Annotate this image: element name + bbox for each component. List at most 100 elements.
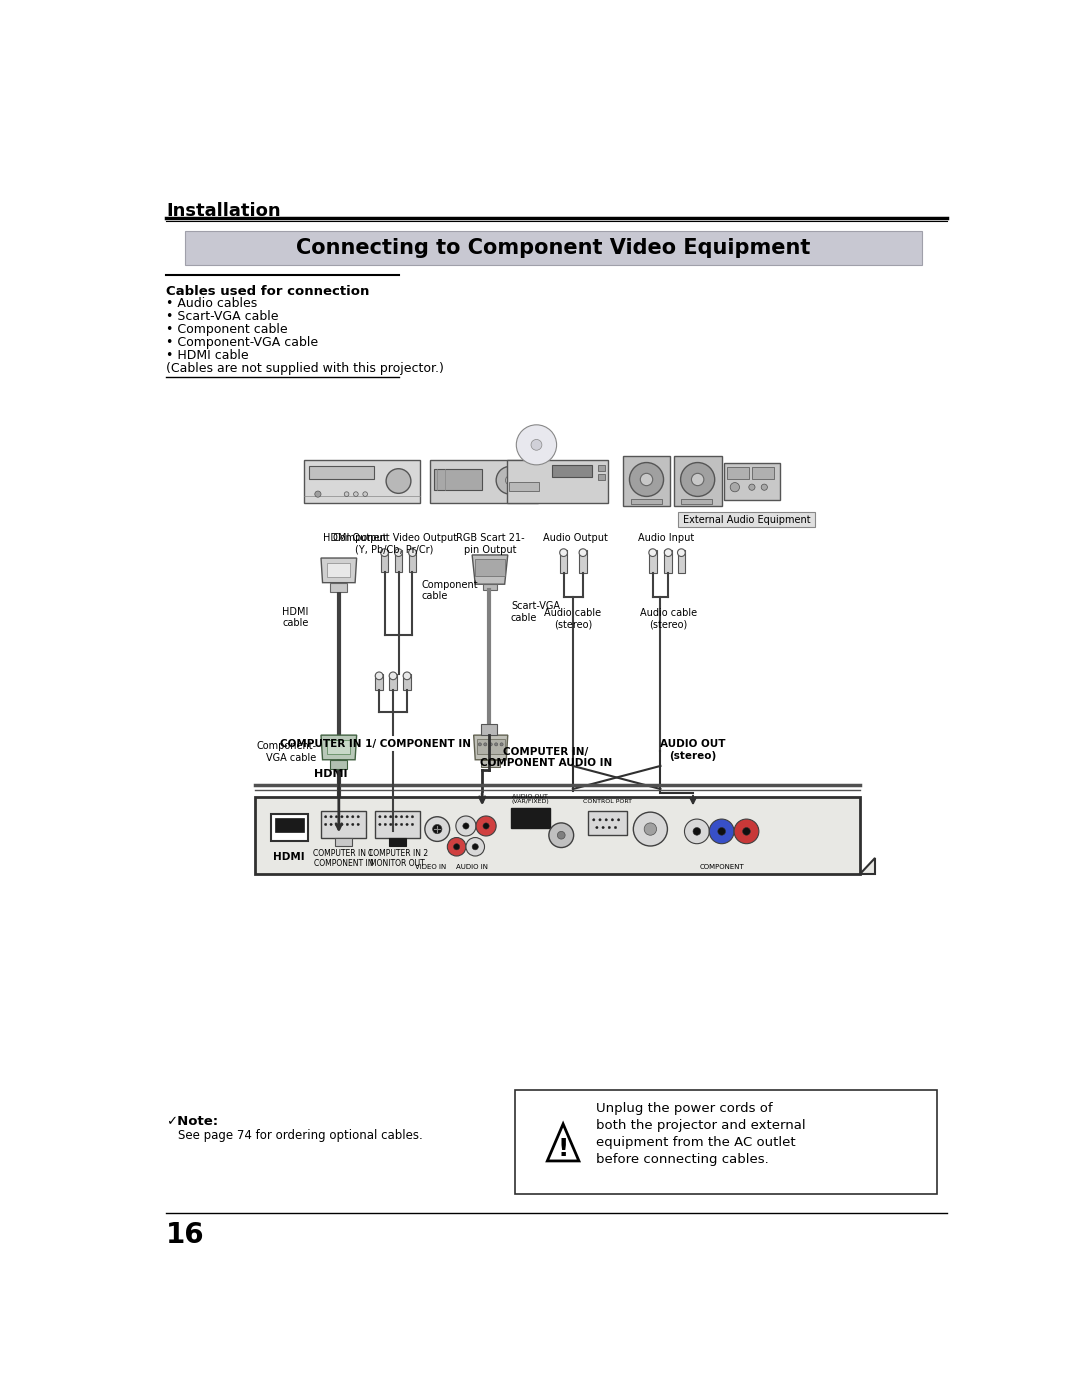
Text: ✓Note:: ✓Note: — [166, 1115, 218, 1127]
Text: before connecting cables.: before connecting cables. — [596, 1154, 769, 1166]
Circle shape — [630, 462, 663, 496]
Polygon shape — [472, 555, 508, 584]
Bar — [394, 550, 403, 571]
Text: CONTROL PORT: CONTROL PORT — [583, 799, 632, 805]
Circle shape — [496, 467, 524, 495]
Circle shape — [710, 819, 734, 844]
Bar — [507, 460, 608, 503]
Text: COMPUTER IN 1
COMPONENT IN: COMPUTER IN 1 COMPONENT IN — [313, 849, 374, 869]
Bar — [752, 467, 773, 479]
Bar — [389, 838, 406, 847]
Bar — [274, 819, 303, 833]
Text: Connecting to Component Video Equipment: Connecting to Component Video Equipment — [296, 237, 811, 257]
Text: Component
cable: Component cable — [422, 580, 478, 601]
Circle shape — [456, 816, 476, 835]
Bar — [375, 810, 420, 838]
Circle shape — [379, 823, 381, 826]
Circle shape — [483, 823, 489, 828]
Bar — [631, 499, 662, 504]
Circle shape — [324, 816, 327, 817]
Bar — [271, 813, 308, 841]
Circle shape — [484, 743, 487, 746]
Bar — [510, 482, 539, 490]
Bar — [335, 838, 352, 847]
Bar — [598, 474, 605, 481]
Circle shape — [615, 827, 617, 828]
Circle shape — [598, 819, 602, 821]
Text: AUDIO OUT
(stereo): AUDIO OUT (stereo) — [660, 739, 726, 760]
Circle shape — [335, 823, 338, 826]
Circle shape — [593, 819, 595, 821]
Text: • Audio cables: • Audio cables — [166, 298, 257, 310]
Bar — [727, 467, 748, 479]
Text: Audio cable
(stereo): Audio cable (stereo) — [544, 608, 602, 630]
Circle shape — [380, 549, 389, 556]
Circle shape — [324, 823, 327, 826]
Bar — [380, 550, 389, 571]
Circle shape — [341, 816, 343, 817]
Circle shape — [602, 827, 605, 828]
Circle shape — [387, 469, 410, 493]
Bar — [649, 550, 657, 573]
Circle shape — [677, 549, 685, 556]
Circle shape — [611, 819, 613, 821]
Bar — [389, 673, 397, 690]
Text: • HDMI cable: • HDMI cable — [166, 349, 248, 362]
Bar — [623, 457, 670, 507]
Text: (Cables are not supplied with this projector.): (Cables are not supplied with this proje… — [166, 362, 444, 376]
Circle shape — [618, 819, 620, 821]
Circle shape — [347, 816, 349, 817]
Circle shape — [505, 475, 515, 485]
Text: AUDIO IN: AUDIO IN — [456, 865, 488, 870]
Text: • Component-VGA cable: • Component-VGA cable — [166, 337, 319, 349]
Bar — [303, 460, 420, 503]
Circle shape — [341, 823, 343, 826]
Circle shape — [516, 425, 556, 465]
Bar — [430, 460, 538, 503]
Text: Cables used for connection: Cables used for connection — [166, 285, 369, 298]
Bar — [408, 550, 416, 571]
Circle shape — [596, 827, 598, 828]
Circle shape — [314, 490, 321, 497]
Text: RGB Scart 21-
pin Output: RGB Scart 21- pin Output — [456, 534, 524, 555]
Bar — [321, 810, 366, 838]
Text: HDMI
cable: HDMI cable — [282, 606, 309, 629]
Circle shape — [472, 844, 478, 849]
Bar — [327, 740, 350, 753]
Circle shape — [748, 485, 755, 490]
Circle shape — [680, 462, 715, 496]
Circle shape — [353, 492, 359, 496]
Circle shape — [390, 823, 392, 826]
Bar — [482, 724, 497, 735]
Text: COMPUTER IN 1/ COMPONENT IN: COMPUTER IN 1/ COMPONENT IN — [280, 739, 471, 749]
Circle shape — [489, 743, 492, 746]
Circle shape — [500, 743, 503, 746]
Polygon shape — [321, 557, 356, 583]
Bar — [482, 760, 500, 767]
Circle shape — [395, 823, 397, 826]
Polygon shape — [548, 1125, 579, 1161]
Text: Audio Input: Audio Input — [638, 534, 694, 543]
Text: equipment from the AC outlet: equipment from the AC outlet — [596, 1136, 796, 1150]
Circle shape — [433, 824, 442, 834]
Circle shape — [406, 816, 408, 817]
Circle shape — [375, 672, 383, 680]
Bar — [309, 467, 375, 479]
Circle shape — [401, 823, 403, 826]
Text: Component-
VGA cable: Component- VGA cable — [256, 742, 316, 763]
Bar — [330, 583, 348, 592]
Bar — [598, 465, 605, 471]
Circle shape — [352, 823, 354, 826]
Circle shape — [357, 823, 360, 826]
Circle shape — [559, 549, 567, 556]
Text: Installation: Installation — [166, 203, 281, 221]
Text: COMPUTER IN 2
MONITOR OUT: COMPUTER IN 2 MONITOR OUT — [367, 849, 428, 869]
Circle shape — [406, 823, 408, 826]
Circle shape — [531, 440, 542, 450]
Circle shape — [395, 816, 397, 817]
Bar — [681, 499, 713, 504]
Circle shape — [649, 549, 657, 556]
Circle shape — [384, 823, 387, 826]
Circle shape — [363, 492, 367, 496]
Bar — [375, 673, 383, 690]
